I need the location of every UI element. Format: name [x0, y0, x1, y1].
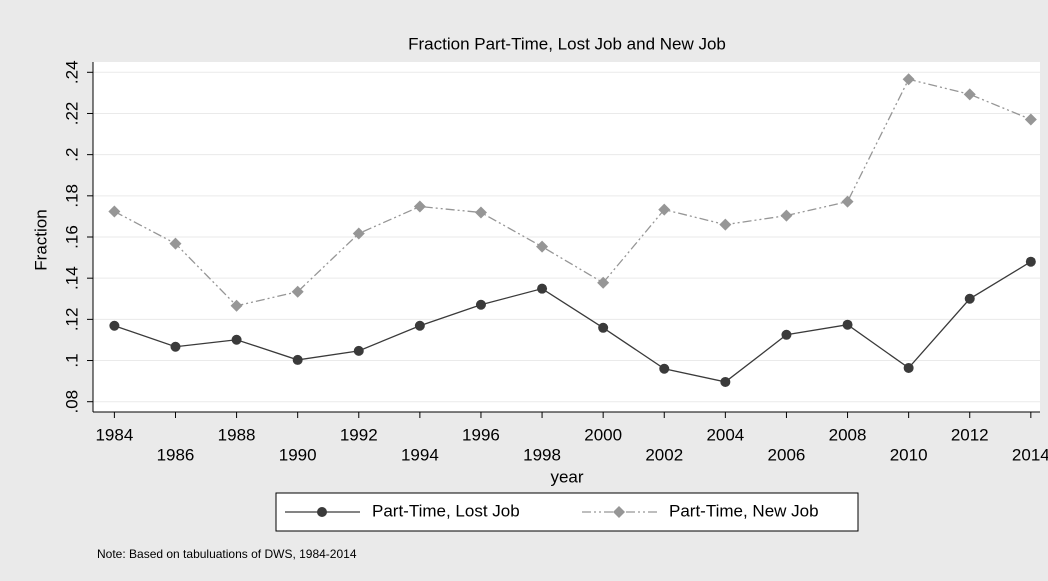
marker	[537, 283, 548, 294]
marker	[659, 363, 670, 374]
marker	[170, 341, 181, 352]
marker	[902, 73, 915, 86]
x-tick-label: 2004	[706, 425, 744, 444]
legend-label: Part-Time, New Job	[669, 501, 819, 520]
y-tick-label: .1	[62, 353, 81, 367]
legend-marker	[613, 506, 625, 518]
marker	[780, 209, 793, 222]
x-tick-label: 1986	[157, 445, 195, 464]
y-tick-label: .2	[62, 148, 81, 162]
marker	[536, 240, 549, 253]
marker	[475, 299, 486, 310]
marker	[352, 227, 365, 240]
chart-title: Fraction Part-Time, Lost Job and New Job	[408, 34, 726, 53]
marker	[1025, 256, 1036, 267]
y-tick-label: .08	[62, 390, 81, 414]
marker	[474, 206, 487, 219]
marker	[169, 237, 182, 250]
legend-label: Part-Time, Lost Job	[372, 501, 520, 520]
marker	[720, 376, 731, 387]
y-tick-label: .12	[62, 308, 81, 332]
marker	[597, 276, 610, 289]
x-tick-label: 2000	[584, 425, 622, 444]
marker	[230, 299, 243, 312]
x-tick-label: 1992	[340, 425, 378, 444]
series-line	[114, 261, 1032, 383]
y-axis-label: Fraction	[31, 209, 50, 270]
x-tick-label: 1996	[462, 425, 500, 444]
x-tick-label: 1990	[279, 445, 317, 464]
y-tick-label: .22	[62, 102, 81, 126]
note: Note: Based on tabuluations of DWS, 1984…	[97, 547, 357, 561]
x-tick-label: 1984	[95, 425, 133, 444]
marker	[231, 334, 242, 345]
marker	[964, 293, 975, 304]
marker	[291, 285, 304, 298]
marker	[109, 320, 120, 331]
marker	[292, 354, 303, 365]
marker	[598, 322, 609, 333]
x-axis-label: year	[550, 467, 583, 486]
y-tick-label: .16	[62, 225, 81, 249]
x-tick-label: 1998	[523, 445, 561, 464]
marker	[108, 205, 121, 218]
legend-marker	[317, 507, 327, 517]
marker	[658, 203, 671, 216]
marker	[963, 88, 976, 101]
y-tick-label: .24	[62, 60, 81, 84]
series-line	[114, 78, 1032, 307]
y-tick-label: .18	[62, 184, 81, 208]
marker	[841, 195, 854, 208]
legend-box	[275, 492, 859, 532]
marker	[842, 319, 853, 330]
x-tick-label: 2012	[951, 425, 989, 444]
marker	[903, 362, 914, 373]
y-tick-label: .14	[62, 266, 81, 290]
x-tick-label: 1988	[218, 425, 256, 444]
marker	[719, 218, 732, 231]
marker	[413, 200, 426, 213]
x-tick-label: 2014	[1012, 445, 1048, 464]
marker	[353, 345, 364, 356]
marker	[414, 320, 425, 331]
marker	[781, 329, 792, 340]
marker	[1024, 113, 1037, 126]
x-tick-label: 2010	[890, 445, 928, 464]
x-tick-label: 2002	[645, 445, 683, 464]
x-tick-label: 1994	[401, 445, 439, 464]
x-tick-label: 2008	[829, 425, 867, 444]
x-tick-label: 2006	[768, 445, 806, 464]
